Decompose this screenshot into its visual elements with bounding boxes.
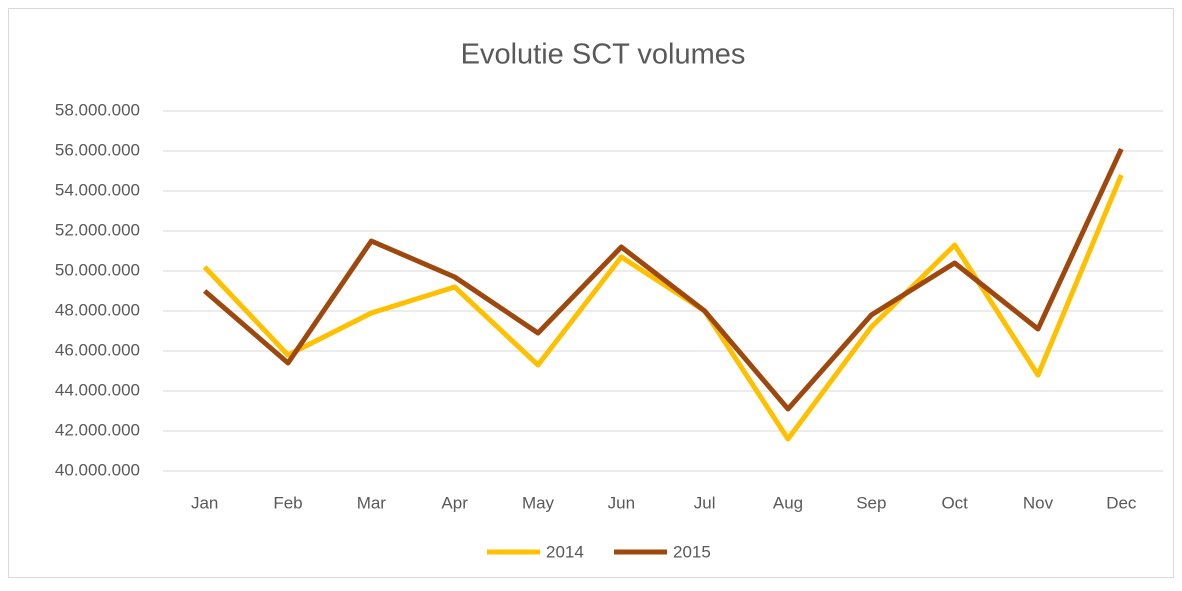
line-series (203, 147, 1124, 412)
x-tick-label: Dec (1106, 493, 1137, 512)
x-tick-label: May (522, 493, 555, 512)
y-tick-label: 44.000.000 (55, 380, 140, 399)
x-tick-label: Nov (1023, 493, 1054, 512)
y-tick-label: 50.000.000 (55, 260, 140, 279)
line-series (202, 174, 1124, 442)
x-tick-label: Jul (694, 493, 716, 512)
y-tick-label: 48.000.000 (55, 300, 140, 319)
legend-label: 2015 (673, 542, 711, 561)
y-tick-label: 56.000.000 (55, 140, 140, 159)
y-tick-label: 40.000.000 (55, 460, 140, 479)
x-tick-label: Jan (191, 493, 218, 512)
chart-title: Evolutie SCT volumes (461, 39, 746, 71)
x-tick-label: Jun (608, 493, 635, 512)
x-tick-label: Sep (856, 493, 886, 512)
x-tick-label: Apr (441, 493, 468, 512)
y-tick-label: 52.000.000 (55, 220, 140, 239)
x-tick-label: Oct (941, 493, 968, 512)
x-tick-label: Feb (273, 493, 302, 512)
x-tick-label: Aug (773, 493, 803, 512)
y-tick-label: 58.000.000 (55, 100, 140, 119)
y-tick-label: 46.000.000 (55, 340, 140, 359)
y-tick-label: 54.000.000 (55, 180, 140, 199)
y-tick-label: 42.000.000 (55, 420, 140, 439)
x-tick-label: Mar (357, 493, 387, 512)
legend-label: 2014 (546, 542, 584, 561)
